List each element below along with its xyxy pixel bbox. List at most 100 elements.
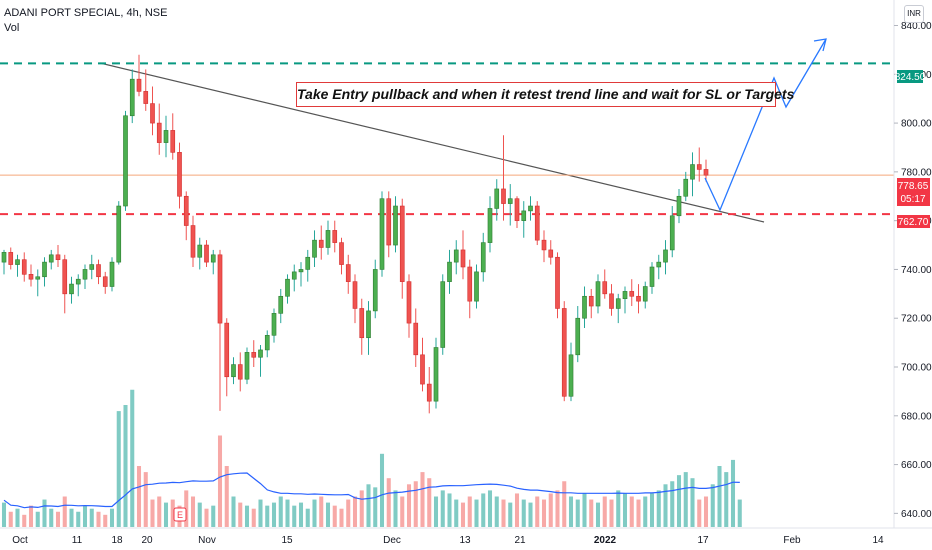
volume-bar	[244, 505, 250, 527]
volume-bar	[15, 508, 20, 527]
volume-legend[interactable]: Vol	[4, 22, 20, 34]
price-tick-label: 840.00	[901, 21, 932, 32]
volume-bar	[346, 499, 351, 527]
time-tick-label: Dec	[383, 535, 401, 546]
volume-bar	[265, 505, 270, 527]
volume-bar	[582, 493, 587, 527]
candle-body	[156, 122, 162, 143]
price-axis[interactable]: 640.00660.00680.00700.00720.00740.00760.…	[894, 21, 932, 520]
candle-body	[690, 164, 695, 180]
svg-text:778.65: 778.65	[898, 181, 929, 192]
candle-body	[96, 264, 101, 278]
candle-body	[278, 295, 284, 314]
candle-body	[35, 276, 41, 280]
candle-body	[190, 225, 196, 258]
volume-bar	[460, 502, 466, 527]
time-tick-label: Oct	[12, 535, 28, 546]
volume-bar	[683, 472, 688, 527]
candle-body	[372, 269, 378, 312]
time-axis[interactable]: Oct 11 18 20 Nov 15 Dec 13 21 2022 17 Feb 14	[12, 535, 884, 546]
candle-body	[602, 281, 608, 295]
candle-body	[102, 276, 108, 287]
volume-bar	[359, 490, 364, 527]
volume-bar	[49, 508, 54, 527]
price-tick-label: 780.00	[901, 167, 932, 178]
candle-body	[183, 195, 189, 226]
volume-bar	[541, 499, 547, 527]
volume-bar	[474, 499, 479, 527]
candle-body	[555, 256, 560, 309]
volume-bar	[643, 496, 648, 527]
volume-bar	[123, 405, 128, 527]
volume-bar	[521, 499, 526, 527]
candle-body	[163, 130, 169, 143]
price-tick-label: 800.00	[901, 119, 932, 130]
volume-bar	[1, 502, 7, 527]
candle-body	[116, 205, 122, 263]
time-tick-label: Feb	[783, 535, 801, 546]
volume-moving-average	[3, 472, 740, 509]
candle-body	[204, 244, 209, 263]
candle-body	[251, 352, 257, 358]
candle-body	[1, 252, 7, 263]
candle-body	[399, 205, 405, 282]
volume-bar	[150, 499, 155, 527]
volume-bar	[292, 505, 297, 527]
volume-bar	[89, 508, 94, 527]
volume-bar	[35, 511, 40, 527]
candle-body	[656, 261, 662, 268]
volume-bar	[528, 502, 533, 527]
candle-body	[548, 249, 554, 258]
volume-bar	[649, 493, 655, 527]
volume-bar	[379, 453, 385, 527]
volume-bar	[339, 508, 344, 527]
volume-bar	[55, 511, 61, 527]
volume-bar	[535, 496, 540, 527]
candle-body	[69, 283, 74, 295]
candle-body	[318, 239, 324, 248]
candle-body	[312, 239, 317, 258]
annotation-note[interactable]: Take Entry pullback and when it retest t…	[296, 82, 794, 107]
volume-bar	[481, 493, 486, 527]
volume-bar	[447, 493, 452, 527]
earnings-marker[interactable]: E	[173, 507, 187, 522]
projection-arrowhead	[813, 38, 827, 52]
price-tick-label: 720.00	[901, 314, 932, 325]
volume-bar	[217, 435, 223, 527]
candle-body	[224, 322, 230, 378]
candle-body	[636, 295, 641, 302]
volume-bar	[467, 496, 472, 527]
volume-bar	[548, 493, 553, 527]
volume-bar	[163, 502, 169, 527]
candle-body	[642, 286, 648, 302]
candle-body	[197, 244, 203, 258]
candle-body	[271, 313, 277, 336]
volume-bar	[609, 499, 614, 527]
volume-bar	[454, 499, 459, 527]
candle-body	[75, 278, 81, 285]
volume-bar	[717, 466, 722, 527]
volume-bar	[366, 484, 371, 527]
volume-bar	[224, 466, 229, 527]
volume-bar	[76, 511, 81, 527]
candle-body	[143, 91, 149, 104]
candle-body	[696, 164, 702, 170]
candle-body	[339, 242, 344, 265]
trend-line[interactable]	[99, 62, 765, 223]
time-tick-label: 11	[72, 535, 83, 546]
symbol-title[interactable]: ADANI PORT SPECIAL, 4h, NSE	[4, 7, 168, 19]
projection-path[interactable]	[704, 38, 827, 212]
currency-badge[interactable]: INR	[904, 5, 924, 23]
candle-body	[55, 254, 61, 260]
candle-body	[514, 198, 520, 221]
time-tick-label: 14	[872, 535, 884, 546]
volume-bar	[143, 472, 148, 527]
candle-body	[447, 261, 452, 282]
volume-bar	[568, 496, 574, 527]
volume-bar	[562, 481, 567, 527]
candle-body	[21, 259, 27, 275]
volume-bar	[332, 505, 337, 527]
price-tick-label: 740.00	[901, 265, 932, 276]
price-tick-label: 680.00	[901, 411, 932, 422]
